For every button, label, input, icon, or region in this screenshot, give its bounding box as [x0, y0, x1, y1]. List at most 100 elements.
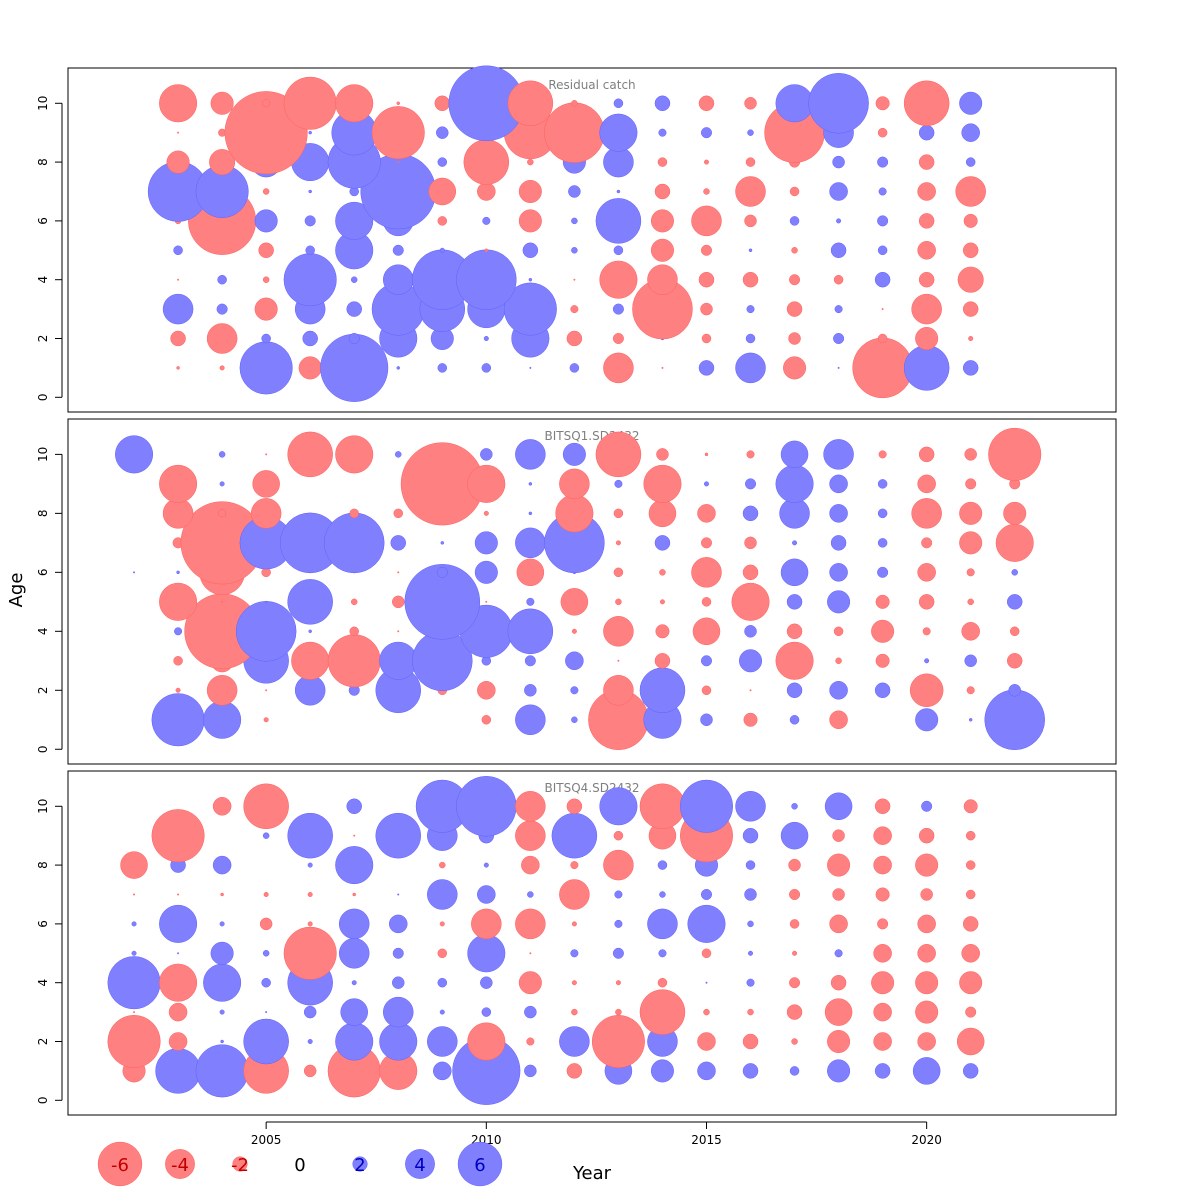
- bubble-negative: [298, 356, 322, 380]
- bubble-negative: [570, 861, 579, 870]
- bubble-negative: [434, 95, 451, 112]
- bubble-negative: [206, 323, 238, 354]
- bubble-positive: [786, 682, 803, 699]
- bubble-negative: [691, 557, 722, 588]
- bubble-positive: [742, 505, 759, 522]
- bubble-positive: [744, 888, 757, 901]
- bubble-positive: [515, 704, 546, 736]
- bubble-negative: [566, 798, 583, 815]
- bubble-negative: [832, 829, 845, 842]
- bubble-negative: [483, 510, 489, 516]
- bubbles: [115, 427, 1045, 751]
- bubble-positive: [745, 860, 756, 870]
- bubble-negative: [917, 944, 936, 963]
- bubble-negative: [877, 127, 888, 138]
- bubble-negative: [595, 431, 642, 478]
- bubble-negative: [742, 564, 759, 581]
- bubble-negative: [515, 908, 546, 940]
- bubble-positive: [456, 776, 517, 837]
- bubble-positive: [700, 888, 712, 900]
- bubble-negative: [966, 568, 975, 577]
- y-tick-label: 2: [36, 335, 50, 343]
- bubble-negative: [827, 853, 851, 877]
- bubble-negative: [350, 598, 358, 606]
- bubble-negative: [911, 498, 942, 529]
- bubble-positive: [1011, 569, 1018, 576]
- bubble-positive: [335, 846, 374, 885]
- bubble-negative: [903, 80, 950, 127]
- bubble-negative: [833, 274, 844, 285]
- bubble-negative: [151, 809, 205, 863]
- bubble-positive: [565, 651, 584, 671]
- bubble-positive: [433, 1061, 452, 1081]
- y-tick-label: 10: [36, 447, 50, 462]
- bubble-negative: [915, 1000, 939, 1024]
- bubble-negative: [615, 598, 622, 606]
- bubble-positive: [735, 791, 766, 822]
- bubble-negative: [852, 337, 913, 399]
- bubble-negative: [965, 889, 976, 900]
- bubble-negative: [701, 948, 712, 959]
- bubble-positive: [176, 570, 180, 575]
- bubble-negative: [920, 888, 933, 901]
- bubble-negative: [352, 892, 356, 897]
- bubble-negative: [918, 271, 935, 288]
- bubble-negative: [559, 879, 590, 910]
- bubble-negative: [559, 468, 590, 500]
- bubble-negative: [877, 918, 889, 930]
- bubble-positive: [527, 891, 534, 898]
- bubble-negative: [349, 626, 359, 637]
- bubble-positive: [962, 1063, 979, 1079]
- bubble-positive: [131, 921, 137, 927]
- bubble-positive: [984, 689, 1045, 751]
- y-tick-label: 2: [36, 686, 50, 694]
- legend-label: 4: [414, 1155, 425, 1176]
- bubble-negative: [875, 96, 890, 111]
- bubble-negative: [603, 675, 634, 706]
- bubble-negative: [521, 855, 540, 875]
- bubble-negative: [909, 673, 944, 708]
- bubble-negative: [544, 102, 605, 163]
- bubble-negative: [656, 448, 669, 461]
- bubble-positive: [162, 293, 194, 325]
- bubble-negative: [120, 851, 148, 879]
- y-tick-label: 4: [36, 627, 50, 635]
- bubble-negative: [963, 213, 978, 228]
- bubble-negative: [830, 974, 847, 991]
- bubble-negative: [917, 241, 936, 260]
- bubble-negative: [704, 452, 709, 457]
- bubble-positive: [107, 956, 161, 1010]
- bubble-negative: [210, 91, 234, 115]
- bubble-negative: [918, 446, 935, 463]
- bubble-negative: [599, 260, 638, 299]
- bubble-negative: [824, 998, 853, 1026]
- y-tick-label: 10: [36, 96, 50, 111]
- bubble-positive: [218, 451, 226, 458]
- bubble-positive: [351, 980, 357, 986]
- bubble-positive: [524, 1005, 537, 1019]
- bubble-negative: [643, 464, 682, 503]
- bubble-negative: [262, 276, 270, 283]
- bubble-negative: [783, 356, 807, 380]
- bubble-negative: [917, 914, 936, 934]
- bubbles: [107, 776, 985, 1105]
- bubble-negative: [173, 656, 183, 666]
- bubble-negative: [467, 1022, 506, 1061]
- bubble-positive: [742, 1063, 759, 1079]
- bubble-negative: [243, 783, 289, 830]
- bubble-negative: [159, 582, 198, 621]
- bubble-negative: [700, 244, 712, 256]
- bubble-positive: [155, 1048, 201, 1094]
- y-tick-label: 4: [36, 276, 50, 284]
- bubble-positive: [254, 209, 278, 233]
- bubble-positive: [829, 504, 848, 523]
- bubble-positive: [697, 1061, 716, 1081]
- bubble-positive: [824, 792, 853, 821]
- bubble-positive: [748, 950, 754, 956]
- bubble-positive: [613, 98, 624, 109]
- bubble-negative: [170, 330, 186, 347]
- bubble-negative: [349, 508, 359, 519]
- bubble-negative: [827, 1029, 851, 1053]
- bubble-positive: [599, 787, 638, 826]
